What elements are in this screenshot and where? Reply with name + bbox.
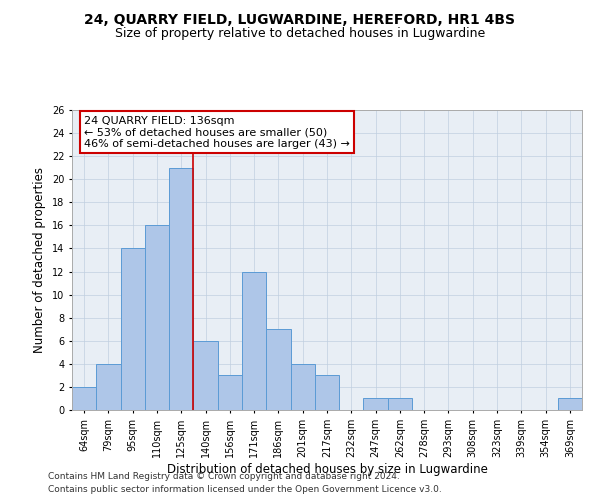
- X-axis label: Distribution of detached houses by size in Lugwardine: Distribution of detached houses by size …: [167, 462, 487, 475]
- Bar: [218, 376, 242, 410]
- Bar: [96, 364, 121, 410]
- Text: 24 QUARRY FIELD: 136sqm
← 53% of detached houses are smaller (50)
46% of semi-de: 24 QUARRY FIELD: 136sqm ← 53% of detache…: [84, 116, 350, 149]
- Bar: [266, 329, 290, 410]
- Bar: [242, 272, 266, 410]
- Text: Contains HM Land Registry data © Crown copyright and database right 2024.: Contains HM Land Registry data © Crown c…: [48, 472, 400, 481]
- Bar: [315, 376, 339, 410]
- Y-axis label: Number of detached properties: Number of detached properties: [34, 167, 46, 353]
- Bar: [290, 364, 315, 410]
- Text: Contains public sector information licensed under the Open Government Licence v3: Contains public sector information licen…: [48, 485, 442, 494]
- Bar: [145, 226, 169, 410]
- Bar: [121, 248, 145, 410]
- Bar: [169, 168, 193, 410]
- Text: 24, QUARRY FIELD, LUGWARDINE, HEREFORD, HR1 4BS: 24, QUARRY FIELD, LUGWARDINE, HEREFORD, …: [85, 12, 515, 26]
- Bar: [558, 398, 582, 410]
- Bar: [364, 398, 388, 410]
- Bar: [193, 341, 218, 410]
- Bar: [388, 398, 412, 410]
- Text: Size of property relative to detached houses in Lugwardine: Size of property relative to detached ho…: [115, 28, 485, 40]
- Bar: [72, 387, 96, 410]
